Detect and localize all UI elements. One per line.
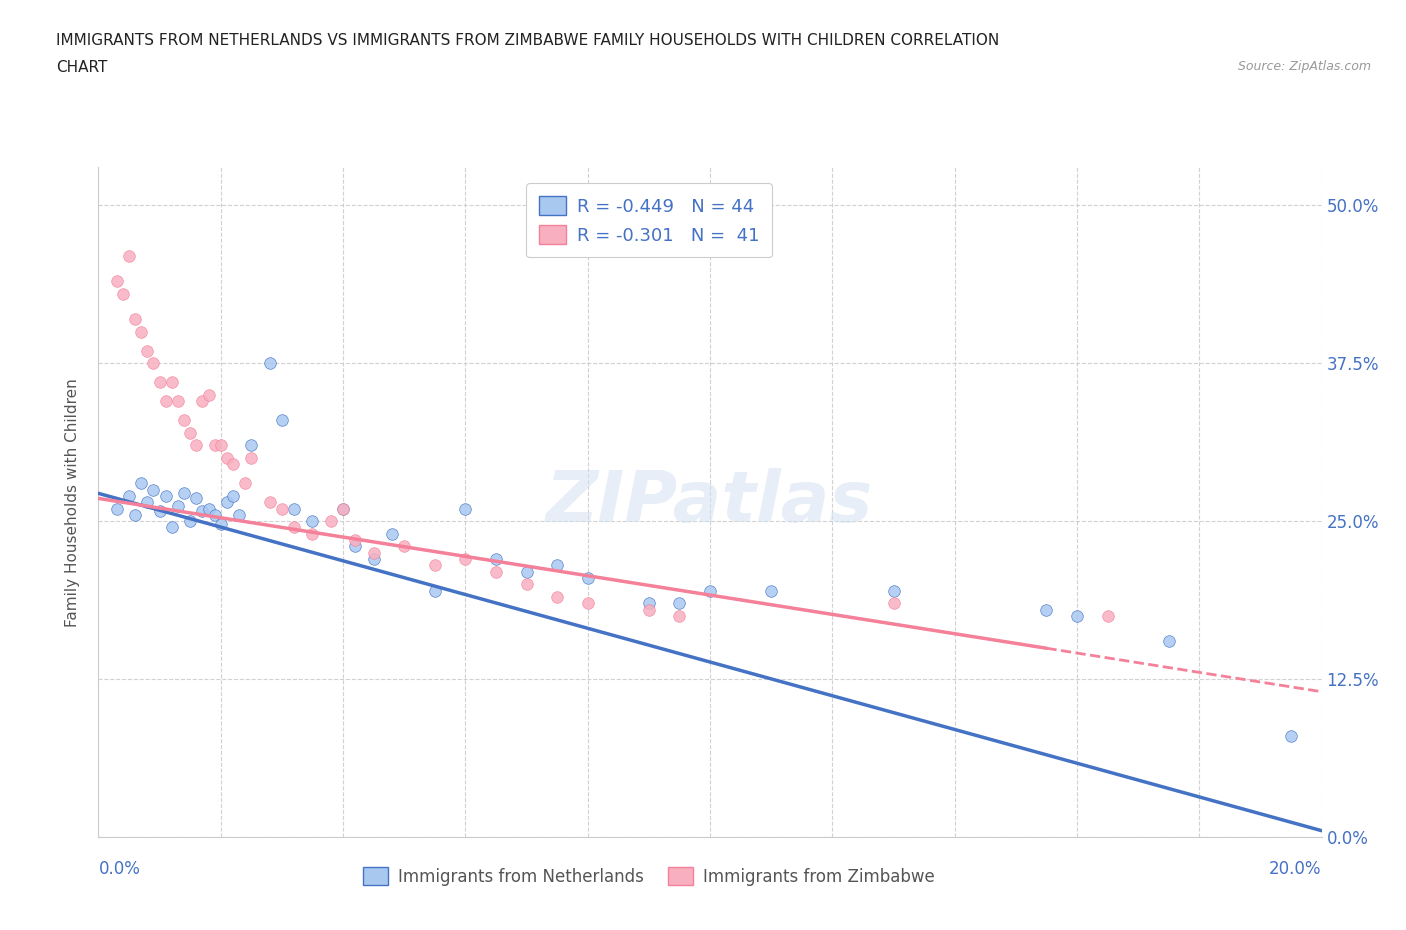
Y-axis label: Family Households with Children: Family Households with Children (65, 378, 80, 627)
Point (485, 565, 508, 579)
Text: 20.0%: 20.0% (1270, 860, 1322, 878)
Point (167, 498, 190, 513)
Point (1035, 602, 1057, 617)
Point (233, 476, 256, 491)
Point (699, 583, 721, 598)
Point (319, 513, 342, 528)
Point (118, 488, 141, 503)
Point (1066, 608, 1088, 623)
Point (637, 602, 661, 617)
Text: 0.0%: 0.0% (98, 860, 141, 878)
Point (759, 583, 782, 598)
Text: Source: ZipAtlas.com: Source: ZipAtlas.com (1237, 60, 1371, 73)
Point (155, 488, 177, 503)
Point (118, 248, 141, 263)
Point (160, 375, 183, 390)
Point (209, 438, 232, 453)
Point (149, 504, 172, 519)
Point (1097, 608, 1119, 623)
Point (454, 501, 477, 516)
Point (240, 450, 263, 465)
Point (124, 312, 146, 326)
Point (228, 508, 250, 523)
Point (259, 356, 281, 371)
Point (259, 495, 281, 510)
Point (155, 393, 177, 408)
Point (167, 393, 190, 408)
Point (204, 508, 226, 523)
Point (344, 539, 367, 554)
Point (222, 488, 245, 503)
Text: ZIPatlas: ZIPatlas (547, 468, 873, 537)
Point (301, 526, 323, 541)
Point (363, 545, 385, 560)
Point (283, 501, 305, 516)
Point (191, 504, 214, 519)
Point (883, 596, 905, 611)
Point (149, 375, 172, 390)
Point (209, 516, 232, 531)
Point (454, 551, 477, 566)
Point (173, 485, 195, 500)
Point (883, 583, 905, 598)
Point (423, 558, 446, 573)
Point (179, 425, 201, 440)
Point (668, 608, 690, 623)
Point (637, 596, 661, 611)
Legend: Immigrants from Netherlands, Immigrants from Zimbabwe: Immigrants from Netherlands, Immigrants … (356, 860, 942, 892)
Text: IMMIGRANTS FROM NETHERLANDS VS IMMIGRANTS FROM ZIMBABWE FAMILY HOUSEHOLDS WITH C: IMMIGRANTS FROM NETHERLANDS VS IMMIGRANT… (56, 33, 1000, 47)
Point (142, 482, 165, 497)
Point (576, 571, 599, 586)
Point (344, 533, 367, 548)
Point (240, 438, 263, 453)
Point (392, 539, 416, 554)
Point (191, 393, 214, 408)
Point (381, 526, 404, 541)
Point (423, 583, 446, 598)
Point (215, 450, 238, 465)
Point (222, 457, 245, 472)
Point (204, 438, 226, 453)
Point (332, 501, 354, 516)
Point (332, 501, 354, 516)
Point (124, 508, 146, 523)
Point (516, 577, 538, 591)
Point (186, 438, 208, 453)
Point (363, 551, 385, 566)
Point (105, 501, 128, 516)
Point (136, 343, 159, 358)
Point (215, 495, 238, 510)
Point (111, 286, 134, 301)
Point (105, 273, 128, 288)
Point (129, 476, 152, 491)
Point (173, 413, 195, 428)
Point (179, 513, 201, 528)
Point (516, 565, 538, 579)
Point (301, 513, 323, 528)
Point (1279, 728, 1302, 743)
Point (136, 495, 159, 510)
Point (270, 413, 292, 428)
Text: CHART: CHART (56, 60, 108, 75)
Point (142, 356, 165, 371)
Point (197, 388, 219, 403)
Point (1157, 633, 1180, 648)
Point (485, 551, 508, 566)
Point (160, 520, 183, 535)
Point (197, 501, 219, 516)
Point (129, 325, 152, 339)
Point (283, 520, 305, 535)
Point (546, 558, 568, 573)
Point (186, 491, 208, 506)
Point (576, 596, 599, 611)
Point (546, 590, 568, 604)
Point (270, 501, 292, 516)
Point (668, 596, 690, 611)
